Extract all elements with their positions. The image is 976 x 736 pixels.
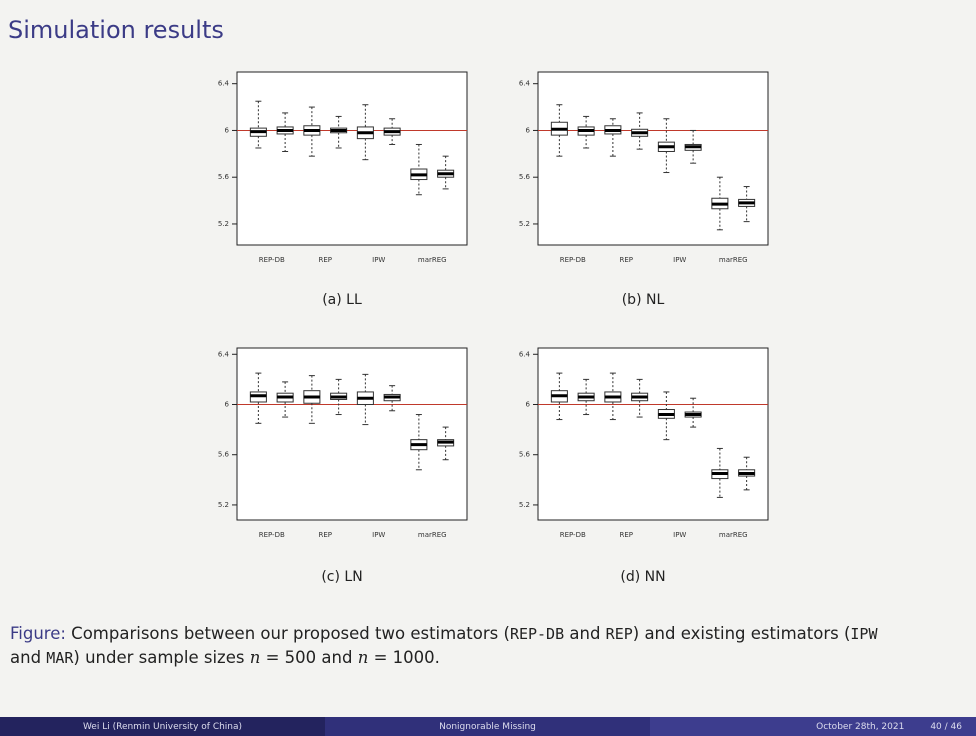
slide-title: Simulation results [8,16,224,44]
plot-frame [537,71,769,246]
x-tick-label: REP [318,256,332,264]
caption-part: n [357,648,369,667]
caption-part: and [10,648,47,667]
y-tick-label: 6 [225,400,230,408]
chart-subtitle: (d) NN [620,569,665,585]
caption-part: MAR [46,649,74,667]
x-tick-label: REP-DB [259,531,285,539]
y-tick-label: 6.4 [218,350,230,358]
chart: 5.2 5.6 6 6.4 REP-DB REP IPW marREG (a) LL [218,71,468,308]
chart-subtitle: (b) NL [622,292,665,308]
footer-right: October 28th, 2021 40 / 46 [650,717,976,736]
chart: 5.2 5.6 6 6.4 REP-DB REP IPW marREG (d) NN [519,347,769,585]
plot-frame [537,347,769,521]
footer-author: Wei Li (Renmin University of China) [0,717,325,736]
y-tick-label: 5.2 [218,220,229,228]
footer-talk: Nonignorable Missing [325,717,650,736]
x-tick-label: IPW [372,256,385,264]
y-tick-label: 5.6 [218,451,230,459]
y-tick-label: 5.6 [519,173,531,181]
x-tick-label: IPW [372,531,385,539]
plot-frame [236,71,468,246]
y-tick-label: 5.2 [519,501,530,509]
chart: 5.2 5.6 6 6.4 REP-DB REP IPW marREG (b) NL [519,71,769,308]
y-tick-label: 5.2 [218,501,229,509]
caption-part: REP-DB [509,625,565,643]
caption-part: IPW [850,625,878,643]
chart: 5.2 5.6 6 6.4 REP-DB REP IPW marREG (c) LN [218,347,468,585]
y-tick-label: 6.4 [519,350,531,358]
footer-date: October 28th, 2021 [816,721,905,732]
x-tick-label: REP [318,531,332,539]
x-tick-label: marREG [719,256,748,264]
caption-part: ) and existing estimators ( [632,624,851,643]
y-tick-label: 5.6 [519,451,531,459]
caption-part: = 500 and [260,648,358,667]
footer-page: 40 / 46 [930,721,962,732]
x-tick-label: marREG [418,256,447,264]
y-tick-label: 6 [526,126,531,134]
caption-part: Figure: [10,624,66,643]
x-tick-label: REP-DB [259,256,285,264]
x-tick-label: REP-DB [560,256,586,264]
x-tick-label: REP [619,531,633,539]
y-tick-label: 6 [526,400,531,408]
chart-subtitle: (a) LL [322,292,362,308]
caption: Figure: Comparisons between our proposed… [10,622,910,670]
x-tick-label: IPW [673,256,686,264]
caption-part: = 1000. [368,648,440,667]
x-tick-label: marREG [418,531,447,539]
x-tick-label: IPW [673,531,686,539]
x-tick-label: REP [619,256,633,264]
y-tick-label: 5.6 [218,173,230,181]
chart-subtitle: (c) LN [321,569,362,585]
plot-frame [236,347,468,521]
caption-part: REP [605,625,633,643]
x-tick-label: REP-DB [560,531,586,539]
caption-part: ) under sample sizes [73,648,250,667]
caption-part: and [564,624,606,643]
footer: Wei Li (Renmin University of China) Noni… [0,717,976,736]
y-tick-label: 6.4 [218,80,230,88]
y-tick-label: 5.2 [519,220,530,228]
y-tick-label: 6.4 [519,80,531,88]
caption-part: Comparisons between our proposed two est… [65,624,510,643]
y-tick-label: 6 [225,126,230,134]
x-tick-label: marREG [719,531,748,539]
caption-part: n [249,648,261,667]
